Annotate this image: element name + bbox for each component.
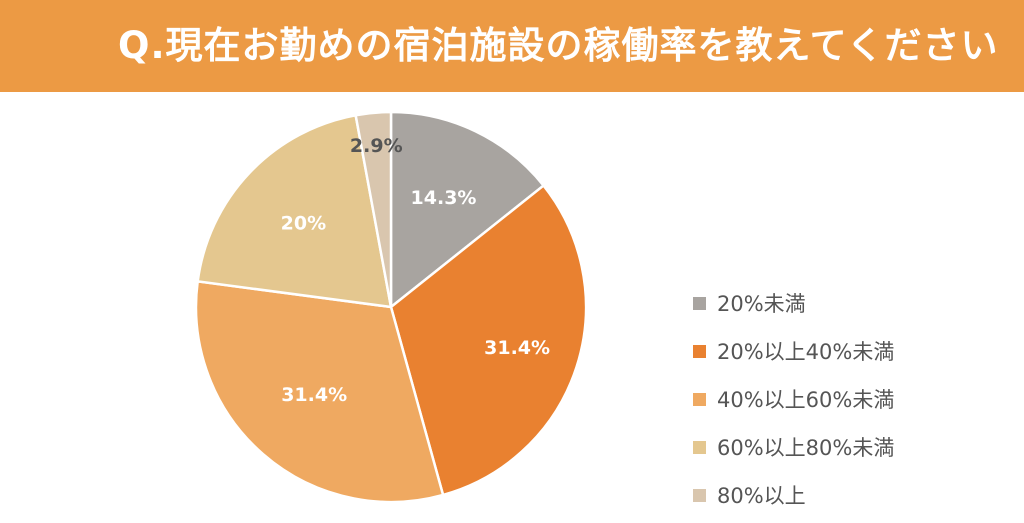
legend-item: 60%以上80%未満 [693, 423, 1013, 471]
pie-slice-20-40 [389, 183, 588, 497]
pie-slice-60-80 [196, 113, 393, 309]
pie-data-label: 20% [281, 213, 326, 235]
pie-data-label: 2.9% [350, 135, 403, 157]
legend-swatch [693, 296, 706, 310]
chart-title: Q.現在お勤めの宿泊施設の稼働率を教えてください [118, 24, 999, 67]
legend-swatch [693, 440, 706, 454]
pie-slice-40-60 [194, 279, 445, 504]
legend-swatch [693, 392, 706, 406]
legend-swatch [693, 488, 706, 502]
legend-item: 40%以上60%未満 [693, 375, 1013, 423]
legend-item: 20%未満 [693, 279, 1013, 327]
legend-item: 20%以上40%未満 [693, 327, 1013, 375]
legend-label: 20%以上40%未満 [717, 340, 895, 364]
pie-data-label: 31.4% [484, 337, 550, 359]
pie-slice-over-80 [354, 110, 393, 308]
legend-label: 80%以上 [717, 484, 806, 508]
pie-data-label: 31.4% [281, 384, 347, 406]
pie-slice-under-20 [389, 110, 546, 310]
pie-data-label: 14.3% [411, 187, 477, 209]
legend-label: 60%以上80%未満 [717, 436, 895, 460]
legend-label: 40%以上60%未満 [717, 388, 895, 412]
legend-label: 20%未満 [717, 292, 806, 316]
legend-item: 80%以上 [693, 471, 1013, 519]
title-banner: Q.現在お勤めの宿泊施設の稼働率を教えてください [0, 0, 1024, 92]
legend-swatch [693, 344, 706, 358]
chart-legend: 20%未満 20%以上40%未満 40%以上60%未満 60%以上80%未満 8… [693, 279, 1013, 519]
